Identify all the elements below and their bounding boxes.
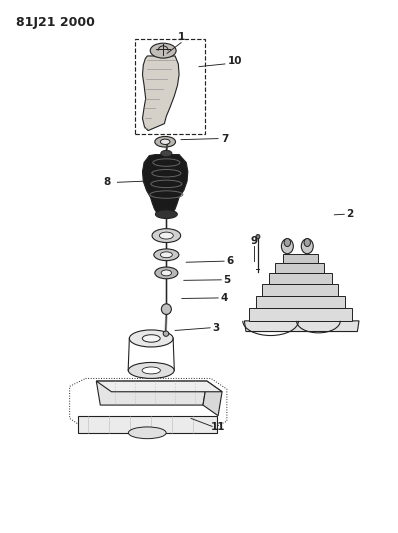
Text: 3: 3	[213, 323, 220, 333]
Ellipse shape	[142, 367, 160, 374]
Text: 11: 11	[211, 423, 225, 432]
Ellipse shape	[152, 229, 181, 243]
Polygon shape	[275, 263, 324, 273]
Polygon shape	[249, 308, 352, 321]
Ellipse shape	[155, 267, 178, 279]
Polygon shape	[269, 273, 332, 284]
Ellipse shape	[150, 43, 176, 58]
Text: 6: 6	[226, 256, 234, 266]
Ellipse shape	[155, 136, 176, 147]
Ellipse shape	[304, 239, 310, 247]
Ellipse shape	[256, 235, 260, 239]
Text: 9: 9	[250, 236, 258, 246]
Text: 10: 10	[228, 56, 242, 66]
Polygon shape	[283, 254, 318, 263]
Ellipse shape	[160, 252, 172, 258]
Ellipse shape	[281, 239, 293, 254]
Polygon shape	[244, 321, 359, 332]
Text: 5: 5	[224, 275, 231, 285]
Polygon shape	[262, 284, 338, 296]
Ellipse shape	[142, 335, 160, 342]
Text: 1: 1	[178, 33, 185, 42]
Polygon shape	[78, 416, 217, 433]
Ellipse shape	[301, 239, 313, 254]
Polygon shape	[203, 381, 222, 416]
Ellipse shape	[160, 139, 170, 144]
Ellipse shape	[129, 330, 173, 347]
Bar	[135, 39, 205, 134]
Ellipse shape	[159, 232, 174, 239]
Polygon shape	[96, 381, 207, 405]
Ellipse shape	[284, 239, 291, 247]
Ellipse shape	[162, 304, 171, 314]
Ellipse shape	[129, 362, 174, 378]
Polygon shape	[256, 296, 345, 308]
Ellipse shape	[163, 331, 169, 336]
Text: 2: 2	[347, 209, 354, 219]
Polygon shape	[142, 155, 188, 216]
Polygon shape	[142, 56, 179, 131]
Polygon shape	[96, 381, 222, 392]
Ellipse shape	[154, 249, 179, 261]
Ellipse shape	[128, 427, 166, 439]
Ellipse shape	[155, 210, 178, 219]
Ellipse shape	[161, 270, 172, 276]
Text: 81J21 2000: 81J21 2000	[16, 16, 95, 29]
Text: 7: 7	[221, 134, 228, 143]
Text: 8: 8	[103, 177, 110, 187]
Text: 4: 4	[220, 293, 228, 303]
Ellipse shape	[161, 150, 172, 157]
